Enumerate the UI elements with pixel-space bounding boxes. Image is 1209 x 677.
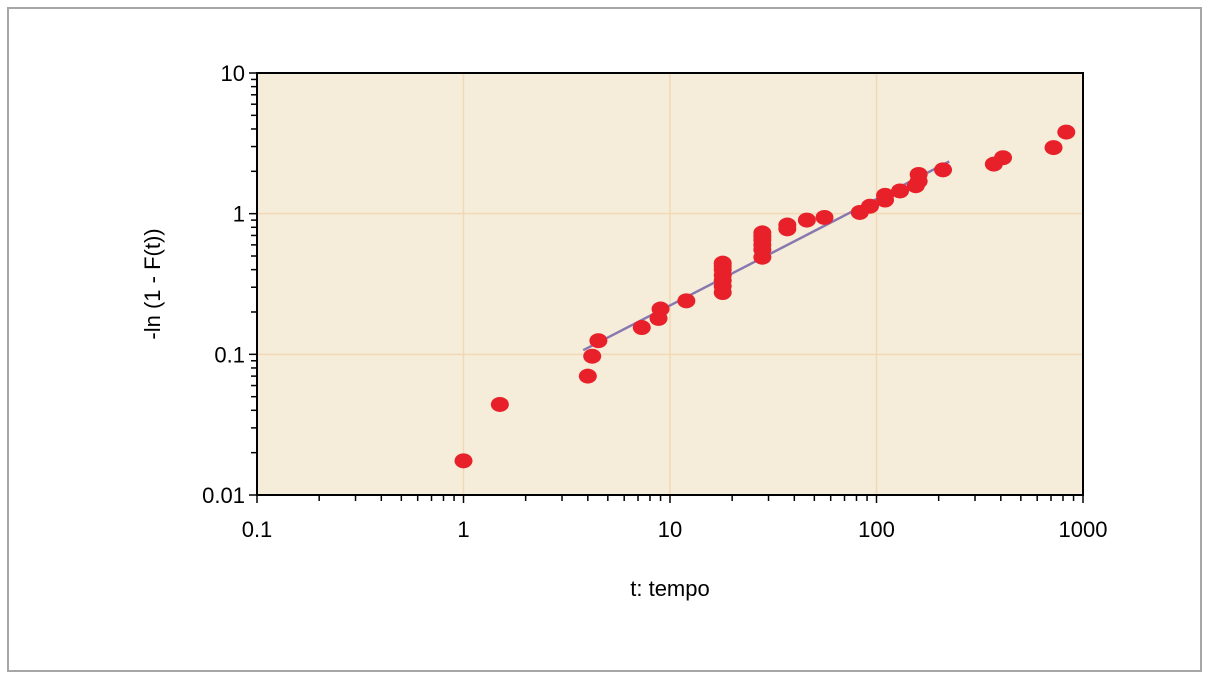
x-tick-label: 0.1 (242, 517, 273, 542)
x-axis-title: t: tempo (630, 576, 709, 601)
y-tick-label: 10 (221, 61, 245, 86)
data-point (589, 333, 608, 349)
y-tick-label: 0.1 (214, 342, 245, 367)
data-point (891, 183, 910, 199)
data-point (490, 396, 509, 412)
x-tick-label: 100 (858, 517, 895, 542)
data-point (713, 255, 732, 271)
data-point (578, 368, 597, 384)
data-point (934, 162, 953, 178)
data-point (876, 187, 895, 203)
data-point (651, 301, 670, 317)
data-point (677, 293, 696, 309)
y-tick-label: 0.01 (202, 483, 245, 508)
tick-labels: 0.1 1 10 100 1000 0.01 0.1 1 10 (202, 61, 1107, 542)
axes (249, 72, 1084, 503)
x-tick-label: 1000 (1059, 517, 1108, 542)
data-point (1044, 140, 1063, 156)
data-point (815, 209, 834, 225)
data-point (778, 217, 797, 233)
x-tick-label: 10 (658, 517, 682, 542)
data-point (753, 225, 772, 241)
y-axis-title: -ln (1 - F(t)) (140, 228, 165, 339)
data-point (1057, 124, 1076, 140)
data-point (994, 150, 1013, 166)
x-tick-label: 1 (457, 517, 469, 542)
data-points (454, 124, 1076, 469)
data-point (909, 166, 928, 182)
y-tick-label: 1 (233, 202, 245, 227)
data-point (860, 198, 879, 214)
data-point (454, 453, 473, 469)
data-point (632, 320, 651, 336)
data-point (797, 212, 816, 228)
data-point (583, 348, 602, 364)
